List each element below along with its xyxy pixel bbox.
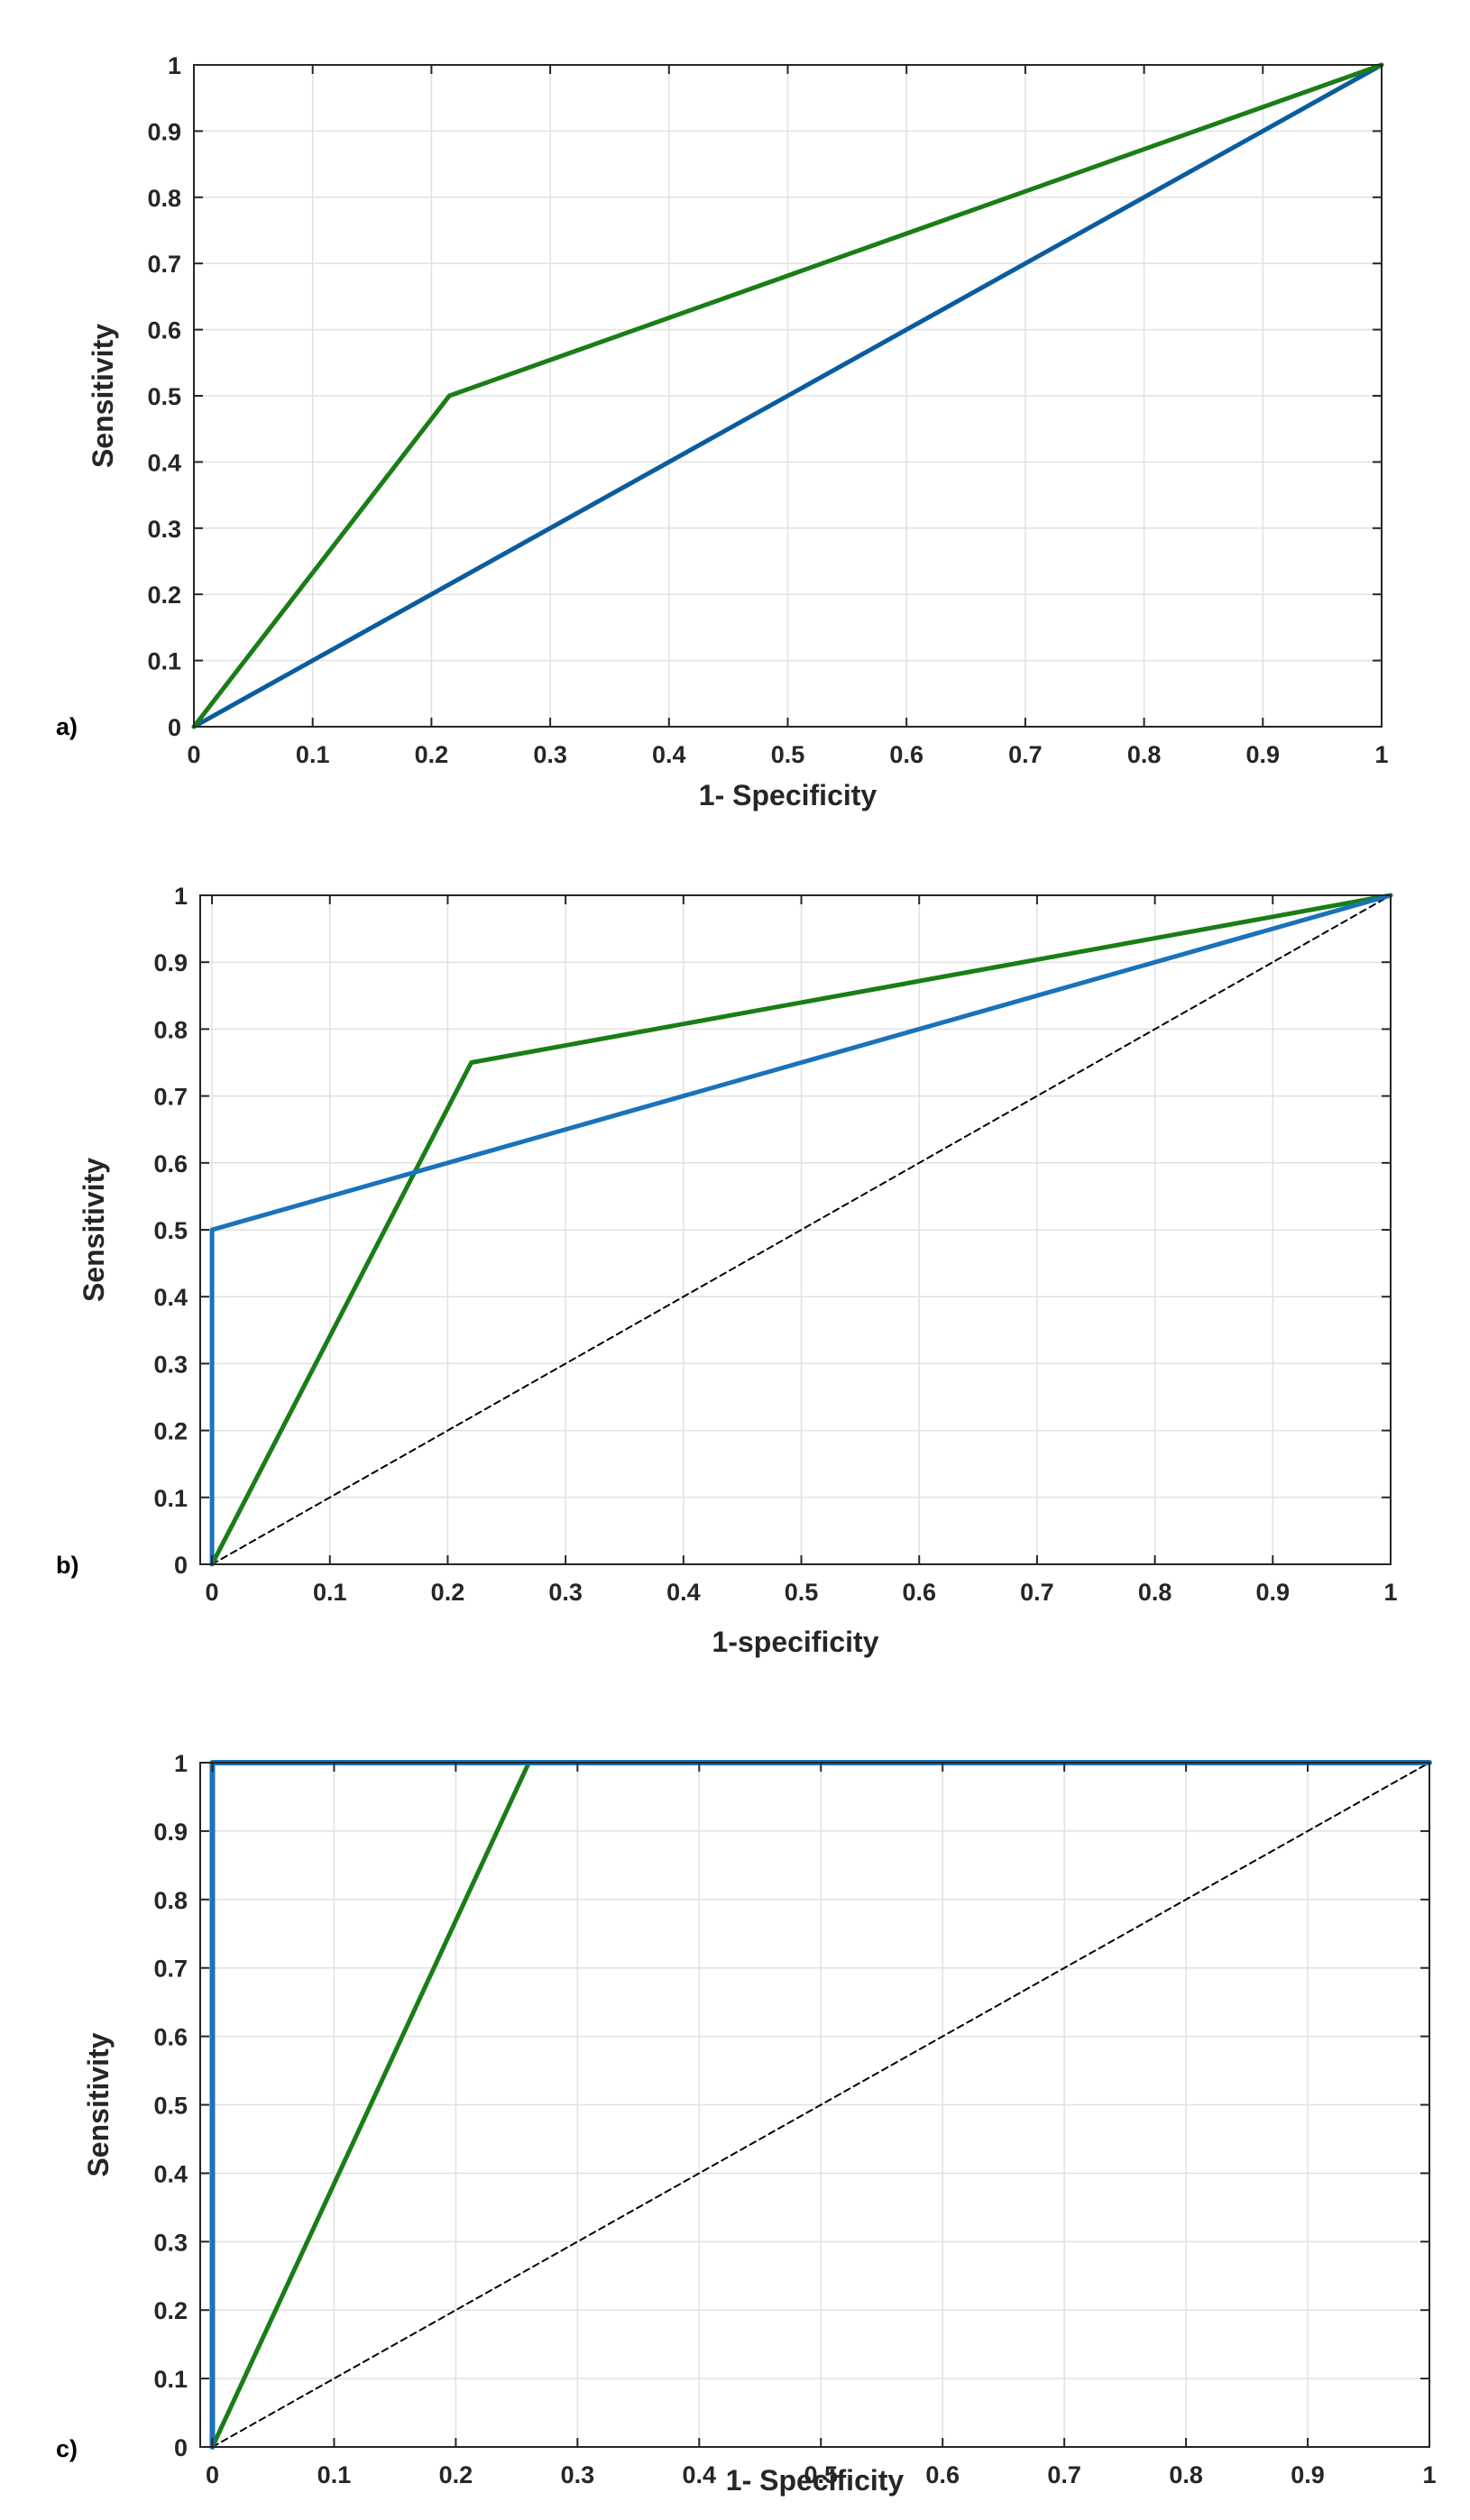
x-tick-label: 0.9 [1256,1579,1291,1606]
roc-curve-2 [209,893,1393,1567]
panel-label: b) [56,1552,78,1579]
y-tick-label: 0.5 [147,383,181,410]
y-tick-label: 0.8 [153,1016,188,1043]
y-tick-label: 0.7 [153,1084,188,1111]
panel-label: a) [56,713,78,740]
y-tick-label: 0.7 [153,1956,188,1983]
roc-panel-c: 0 0.1 0.2 0.3 0.4 0.5 0.6 0.7 0.8 0.9 1 0 0.1 0.2 0.3 0… [56,1750,1437,2497]
y-axis-label: Sensitivity [78,1158,110,1302]
x-tick-label: 0.3 [561,2461,595,2488]
x-tick-label: 0.3 [533,741,567,768]
y-tick-label: 0.5 [153,2093,188,2120]
x-tick-label: 0.8 [1169,2461,1203,2488]
x-tick-label: 0.8 [1138,1579,1172,1606]
y-tick-label: 0.6 [153,2024,188,2051]
x-tick-label: 0.3 [548,1579,583,1606]
x-tick-label: 0.7 [1008,741,1043,768]
y-tick-label: 0 [168,714,181,741]
x-tick-label: 0.7 [1047,2461,1081,2488]
x-axis-label: 1- Specificity [726,2464,905,2497]
x-tick-label: 0 [206,2461,219,2488]
x-tick-label: 0.4 [652,741,686,768]
x-tick-label: 0 [206,1579,219,1606]
y-tick-label: 0.6 [147,317,181,344]
x-tick-label: 0.5 [785,1579,819,1606]
x-axis-label: 1-specificity [712,1626,879,1658]
y-tick-label: 1 [174,883,188,910]
y-tick-label: 0.9 [153,1819,188,1846]
roc-curve-1 [191,62,1384,729]
x-tick-label: 0.4 [683,2461,717,2488]
x-axis-label: 1- Specificity [699,779,877,811]
x-tick-label: 0.4 [666,1579,701,1606]
x-tick-label: 1 [1374,741,1388,768]
y-tick-label: 0.1 [147,648,181,675]
y-tick-label: 0.2 [153,1418,188,1445]
y-tick-label: 0.9 [147,118,181,145]
y-tick-label: 0.3 [153,1351,188,1378]
chance-diagonal-line [211,1762,1430,2448]
panel-label: c) [56,2435,78,2462]
y-tick-label: 0.1 [153,2366,188,2393]
y-axis-label: Sensitivity [82,2032,115,2176]
y-tick-label: 0.2 [153,2297,188,2324]
x-tick-label: 0.1 [296,741,330,768]
x-tick-label: 0.2 [415,741,449,768]
x-tick-label: 1 [1383,1579,1397,1606]
chance-diagonal-line [211,894,1392,1565]
y-tick-label: 0.3 [147,516,181,543]
x-tick-label: 0.9 [1291,2461,1325,2488]
y-tick-label: 0 [174,2434,188,2461]
roc-panel-b: 0 0.1 0.2 0.3 0.4 0.5 0.6 0.7 0.8 0.9 1 0 0.1 0.2 0.3 0… [56,883,1398,1658]
roc-panel-a: 0 0.1 0.2 0.3 0.4 0.5 0.6 0.7 0.8 0.9 1 0 0.1 0.2 0.3 0… [56,52,1389,811]
x-tick-label: 0.9 [1246,741,1281,768]
y-tick-label: 0.3 [153,2229,188,2256]
x-tick-label: 0.7 [1020,1579,1054,1606]
x-tick-label: 0.5 [771,741,805,768]
y-tick-label: 1 [174,1750,188,1777]
y-tick-label: 0.9 [153,949,188,976]
x-tick-label: 1 [1422,2461,1436,2488]
x-tick-label: 0.6 [925,2461,960,2488]
y-tick-label: 0.1 [153,1485,188,1512]
x-tick-label: 0.1 [313,1579,347,1606]
y-axis-label: Sensitivity [87,324,119,468]
y-tick-label: 1 [168,52,181,79]
roc-curve-2 [191,62,1384,729]
x-tick-label: 0.2 [439,2461,473,2488]
y-tick-label: 0.7 [147,251,181,278]
x-tick-label: 0.6 [889,741,923,768]
y-tick-label: 0.4 [147,449,181,476]
y-tick-label: 0.5 [153,1217,188,1244]
x-tick-label: 0.8 [1127,741,1162,768]
x-tick-label: 0.2 [431,1579,465,1606]
y-tick-label: 0 [174,1552,188,1579]
y-tick-label: 0.4 [153,2160,188,2187]
x-tick-label: 0.6 [902,1579,936,1606]
y-tick-label: 0.2 [147,582,181,609]
y-tick-label: 0.4 [153,1284,188,1311]
x-tick-label: 0 [187,741,200,768]
roc-curve-3 [209,893,1393,1567]
x-tick-label: 0.5 [804,2461,838,2488]
y-tick-label: 0.8 [153,1887,188,1914]
y-tick-label: 0.8 [147,185,181,212]
x-tick-label: 0.1 [317,2461,352,2488]
y-tick-label: 0.6 [153,1150,188,1178]
